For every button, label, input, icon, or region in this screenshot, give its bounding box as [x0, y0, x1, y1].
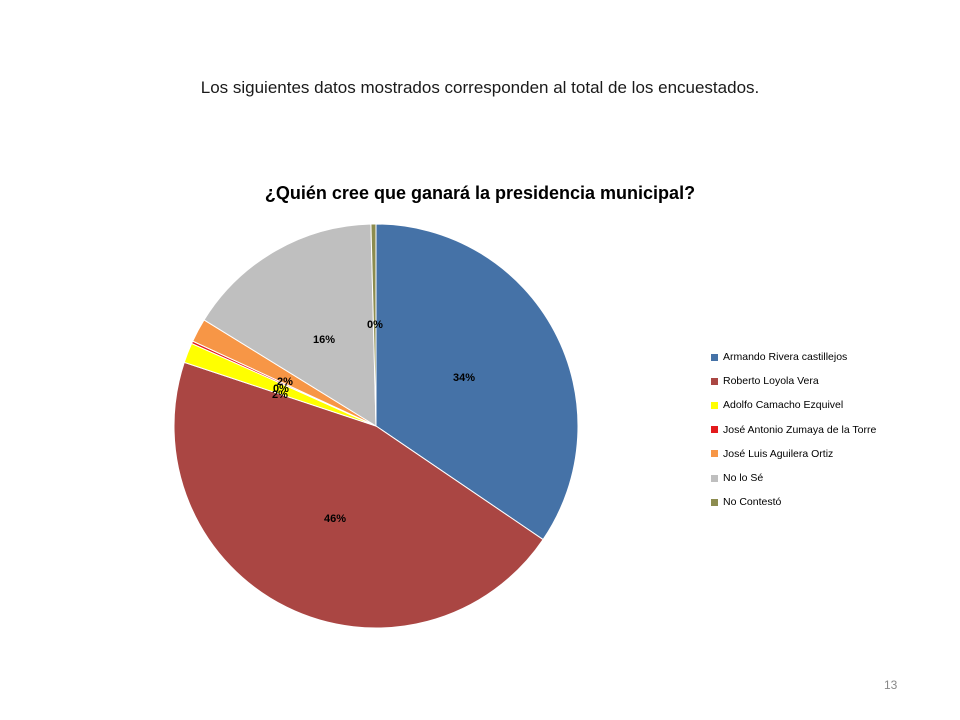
- legend-item-5: José Luis Aguilera Ortiz: [711, 442, 876, 466]
- legend-label: José Luis Aguilera Ortiz: [723, 447, 834, 460]
- legend-item-1: Armando Rivera castillejos: [711, 345, 876, 369]
- legend-item-3: Adolfo Camacho Ezquivel: [711, 393, 876, 417]
- legend-swatch: [711, 474, 718, 482]
- pie-slice-1: [375, 223, 579, 541]
- legend-item-6: No lo Sé: [711, 466, 876, 490]
- pie-slice-6: [203, 223, 377, 427]
- chart-legend: Armando Rivera castillejos Roberto Loyola…: [711, 345, 876, 514]
- data-label-4: 0%: [273, 383, 289, 395]
- legend-swatch: [711, 401, 718, 409]
- data-label-3: 2%: [272, 389, 288, 401]
- legend-label: No Contestó: [723, 496, 782, 509]
- legend-label: José Antonio Zumaya de la Torre: [723, 423, 877, 436]
- data-label-2: 46%: [324, 513, 346, 525]
- legend-label: Armando Rivera castillejos: [723, 351, 848, 364]
- legend-swatch: [711, 450, 718, 458]
- data-label-1: 34%: [453, 372, 475, 384]
- legend-label: No lo Sé: [723, 472, 764, 485]
- data-label-7: 0%: [367, 319, 383, 331]
- legend-swatch: [711, 498, 718, 506]
- chart-title: ¿Quién cree que ganará la presidencia mu…: [264, 183, 696, 203]
- legend-swatch: [711, 426, 718, 434]
- legend-label: Adolfo Camacho Ezquivel: [723, 399, 844, 412]
- pie-slice-7: [370, 223, 377, 427]
- legend-item-7: No Contestó: [711, 490, 876, 514]
- data-label-5: 2%: [277, 376, 293, 388]
- legend-label: Roberto Loyola Vera: [723, 375, 819, 388]
- legend-swatch: [711, 377, 718, 385]
- pie-slice-2: [173, 361, 544, 629]
- data-label-6: 16%: [313, 334, 335, 346]
- page-number: 13: [884, 678, 898, 692]
- legend-swatch: [711, 353, 718, 361]
- legend-item-2: Roberto Loyola Vera: [711, 369, 876, 393]
- intro-text: Los siguientes datos mostrados correspon…: [200, 78, 760, 97]
- legend-item-4: José Antonio Zumaya de la Torre: [711, 418, 876, 442]
